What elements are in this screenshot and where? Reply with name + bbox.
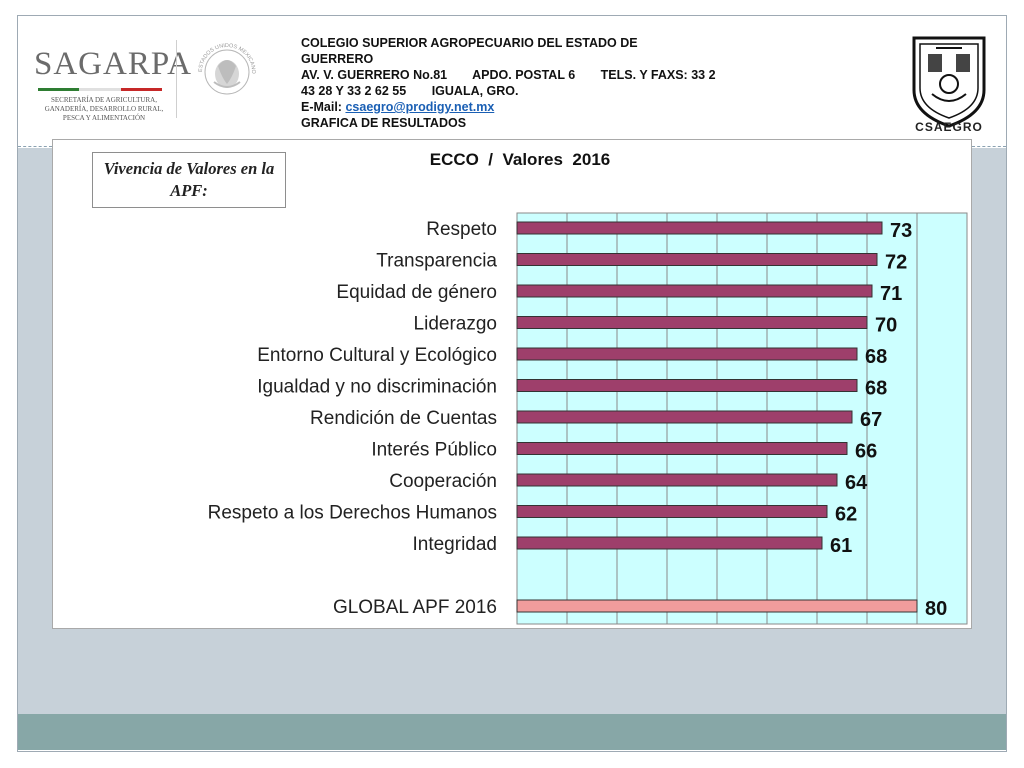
sagarpa-wordmark: SAGARPA — [34, 46, 193, 82]
city: IGUALA, GRO. — [431, 84, 519, 98]
category-label: Rendición de Cuentas — [310, 408, 497, 429]
data-label: 72 — [885, 252, 907, 274]
crest-label: CSAEGRO — [915, 120, 983, 134]
bar — [516, 599, 918, 613]
category-label: Respeto a los Derechos Humanos — [208, 503, 497, 524]
category-label: Entorno Cultural y Ecológico — [257, 345, 497, 366]
street-address: AV. V. GUERRERO No.81 — [301, 68, 448, 82]
callout-text: Vivencia de Valores en la APF: — [103, 159, 275, 200]
category-label: Transparencia — [376, 251, 497, 272]
bar — [516, 473, 838, 487]
category-label: GLOBAL APF 2016 — [333, 597, 497, 618]
data-label: 80 — [925, 598, 947, 620]
bar — [516, 347, 858, 361]
callout-box — [92, 152, 286, 208]
bar — [516, 379, 858, 392]
chart-title: ECCO / Valores 2016 — [429, 150, 611, 169]
postal-box: APDO. POSTAL 6 — [472, 68, 576, 82]
phone-numbers-cont: 43 28 Y 33 2 62 55 — [301, 84, 407, 98]
category-label: Igualdad y no discriminación — [257, 377, 497, 398]
phone-city-line: 43 28 Y 33 2 62 55 IGUALA, GRO. — [301, 83, 861, 99]
email-label: E-Mail: — [301, 100, 342, 114]
data-label: 68 — [865, 378, 887, 400]
address-line: AV. V. GUERRERO No.81 APDO. POSTAL 6 TEL… — [301, 67, 861, 83]
category-label: Integridad — [412, 534, 497, 555]
data-label: 62 — [835, 504, 857, 526]
data-label: 68 — [865, 346, 887, 368]
data-label: 64 — [845, 472, 868, 494]
header-divider — [18, 146, 52, 147]
national-seal-icon: ESTADOS UNIDOS MEXICANOS — [192, 34, 256, 95]
institution-name: COLEGIO SUPERIOR AGROPECUARIO DEL ESTADO… — [301, 36, 638, 50]
csaegro-crest-icon — [912, 36, 986, 128]
bar — [516, 253, 878, 266]
bar — [516, 316, 868, 329]
sagarpa-logo: SAGARPA SECRETARÍA DE AGRICULTURA, GANAD… — [28, 36, 191, 124]
data-label: 73 — [890, 220, 912, 242]
report-subtitle: GRAFICA DE RESULTADOS — [301, 116, 467, 130]
category-label: Cooperación — [389, 471, 497, 492]
data-label: 70 — [875, 315, 897, 337]
email-line: E-Mail: csaegro@prodigy.net.mx — [301, 99, 861, 115]
institution-state: GUERRERO — [301, 52, 374, 66]
bar — [516, 442, 848, 455]
phone-numbers: TELS. Y FAXS: 33 2 — [600, 68, 716, 82]
category-label: Respeto — [426, 219, 497, 240]
bar — [516, 221, 883, 235]
category-label: Liderazgo — [414, 314, 497, 335]
category-label: Interés Público — [371, 440, 497, 461]
data-label: 66 — [855, 441, 877, 463]
footer-band — [18, 714, 1006, 750]
email-link[interactable]: csaegro@prodigy.net.mx — [345, 100, 495, 114]
bar — [516, 284, 873, 298]
data-label: 61 — [830, 535, 852, 557]
data-label: 71 — [880, 283, 902, 305]
bar — [516, 410, 853, 424]
bar — [516, 536, 823, 550]
bar — [516, 505, 828, 518]
header-divider — [972, 146, 1006, 147]
category-label: Equidad de género — [336, 282, 497, 303]
logo-divider — [176, 40, 177, 118]
flag-stripe-icon — [38, 88, 162, 91]
data-label: 67 — [860, 409, 882, 431]
sagarpa-subtitle: SECRETARÍA DE AGRICULTURA, GANADERÍA, DE… — [44, 96, 164, 122]
institution-header: COLEGIO SUPERIOR AGROPECUARIO DEL ESTADO… — [301, 35, 861, 131]
